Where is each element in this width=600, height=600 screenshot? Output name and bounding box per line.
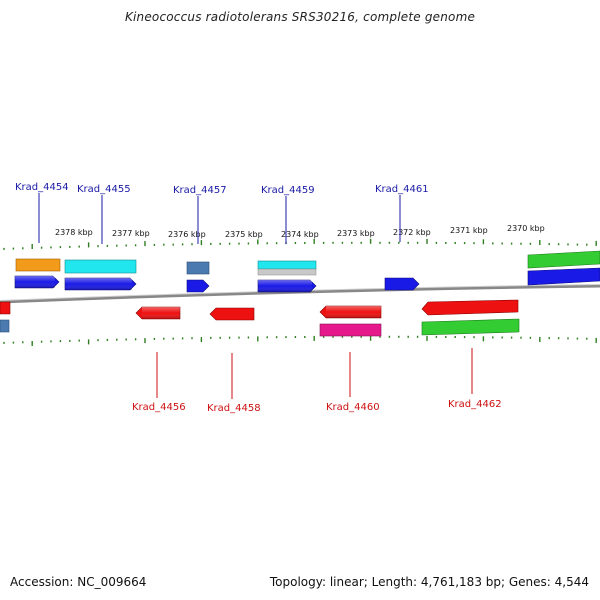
scale-tick-label: 2370 kbp — [507, 224, 545, 233]
gene-label-krad-4462[interactable]: Krad_4462 — [448, 399, 502, 410]
gene-shade — [142, 307, 180, 319]
scale-tick-labels: 2378 kbp 2377 kbp 2376 kbp 2375 kbp 2374… — [55, 224, 545, 239]
lower-feature-row — [0, 318, 520, 337]
gene-label-krad-4456[interactable]: Krad_4456 — [132, 402, 186, 413]
scale-tick-label: 2378 kbp — [55, 228, 93, 237]
reverse-genes — [0, 299, 519, 321]
gene-label-krad-4454[interactable]: Krad_4454 — [15, 182, 69, 193]
gene-shade — [65, 278, 132, 290]
genome-stats-text: Topology: linear; Length: 4,761,183 bp; … — [269, 575, 589, 589]
map-title: Kineococcus radiotolerans SRS30216, comp… — [124, 10, 476, 24]
gene-arrow-krad-4458[interactable] — [209, 307, 255, 321]
gene-block-steel[interactable] — [0, 319, 10, 333]
scale-tick-label: 2372 kbp — [393, 228, 431, 237]
lower-gene-labels: Krad_4456 Krad_4458 Krad_4460 Krad_4462 — [132, 348, 502, 414]
gene-block-green[interactable] — [527, 250, 600, 269]
scale-tick-label: 2375 kbp — [225, 230, 263, 239]
gene-label-krad-4457[interactable]: Krad_4457 — [173, 185, 227, 196]
gene-label-krad-4459[interactable]: Krad_4459 — [261, 185, 315, 196]
gene-shade — [15, 276, 55, 288]
upper-ruler — [3, 238, 597, 250]
scale-tick-label: 2376 kbp — [168, 230, 206, 239]
gene-block-cyan[interactable] — [257, 260, 317, 270]
scale-tick-label: 2371 kbp — [450, 226, 488, 235]
gene-label-krad-4461[interactable]: Krad_4461 — [375, 184, 429, 195]
gene-block-steel[interactable] — [186, 261, 210, 275]
forward-genes — [14, 275, 420, 293]
gene-block-magenta[interactable] — [319, 323, 382, 337]
gene-block-blue[interactable] — [527, 267, 600, 286]
gene-block-gray[interactable] — [257, 268, 317, 276]
scale-tick-label: 2377 kbp — [112, 229, 150, 238]
gene-arrow-krad-4461[interactable] — [384, 277, 420, 291]
gene-block-cyan[interactable] — [64, 259, 137, 274]
lower-ruler — [3, 335, 597, 346]
upper-feature-row-a — [15, 250, 600, 286]
gene-arrow-krad-4457[interactable] — [186, 279, 210, 293]
accession-text: Accession: NC_009664 — [10, 575, 147, 589]
gene-shade — [258, 280, 312, 292]
gene-arrow-krad-4462[interactable] — [421, 299, 519, 316]
scale-tick-label: 2373 kbp — [337, 229, 375, 238]
scale-tick-label: 2374 kbp — [281, 230, 319, 239]
upper-gene-labels: Krad_4454 Krad_4455 Krad_4457 Krad_4459 … — [15, 182, 429, 244]
gene-label-krad-4460[interactable]: Krad_4460 — [326, 402, 380, 413]
gene-label-krad-4458[interactable]: Krad_4458 — [207, 403, 261, 414]
gene-label-krad-4455[interactable]: Krad_4455 — [77, 184, 131, 195]
gene-shade — [326, 306, 381, 318]
gene-block-green[interactable] — [421, 318, 520, 336]
gene-block-orange[interactable] — [15, 258, 61, 272]
gene-arrow-edge-left[interactable] — [0, 301, 11, 315]
